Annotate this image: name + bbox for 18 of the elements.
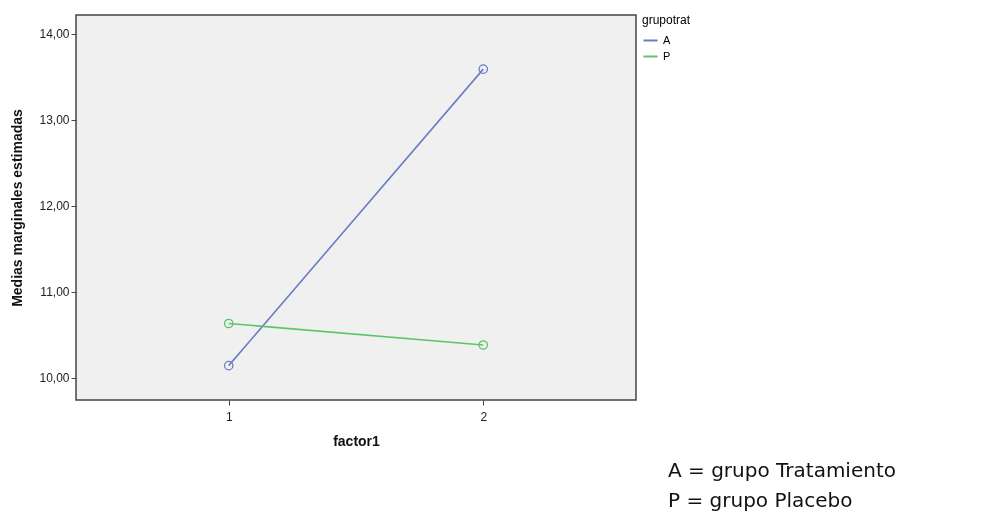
y-tick-label: 14,00 [39,27,70,42]
legend-label: P [663,49,671,62]
x-tick-label: 1 [225,409,233,424]
x-axis-title: factor1 [333,432,381,449]
point [478,64,489,74]
text: P = grupo Placebo [668,487,854,513]
y-axis-title: Medias marginales estimadas [9,108,26,307]
y-tick-label: 12,00 [39,199,70,214]
point [478,340,489,350]
legend-title: grupotrat [642,13,691,27]
point [223,360,234,371]
y-tick-label: 11,00 [40,285,70,300]
point [223,318,234,329]
y-tick-label: 13,00 [39,113,70,128]
y-tick-label: 10,00 [39,371,70,386]
text: A = grupo Tratamiento [668,457,896,484]
legend-label: A [663,33,671,46]
x-tick-label: 2 [480,409,488,424]
